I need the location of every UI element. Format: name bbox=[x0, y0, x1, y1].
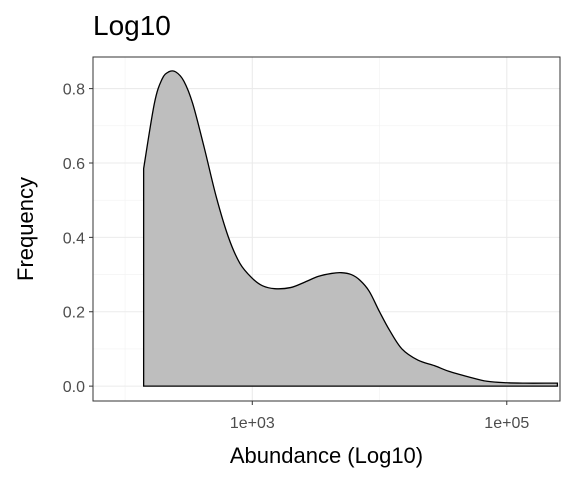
x-tick-label: 1e+05 bbox=[484, 415, 529, 432]
chart-title: Log10 bbox=[93, 10, 171, 41]
y-axis: 0.0 0.2 0.4 0.6 0.8 bbox=[63, 82, 93, 396]
y-tick-label: 0.6 bbox=[63, 156, 85, 173]
y-tick-label: 0.4 bbox=[63, 230, 85, 247]
x-axis-title: Abundance (Log10) bbox=[230, 443, 423, 468]
y-tick-label: 0.8 bbox=[63, 82, 85, 99]
x-axis: 1e+03 1e+05 bbox=[230, 401, 529, 432]
density-area bbox=[143, 70, 558, 387]
y-tick-label: 0.2 bbox=[63, 305, 85, 322]
x-tick-label: 1e+03 bbox=[230, 415, 275, 432]
y-axis-title: Frequency bbox=[13, 177, 38, 281]
y-tick-label: 0.0 bbox=[63, 379, 85, 396]
plot-border bbox=[92, 56, 561, 402]
density-line bbox=[142, 70, 559, 387]
